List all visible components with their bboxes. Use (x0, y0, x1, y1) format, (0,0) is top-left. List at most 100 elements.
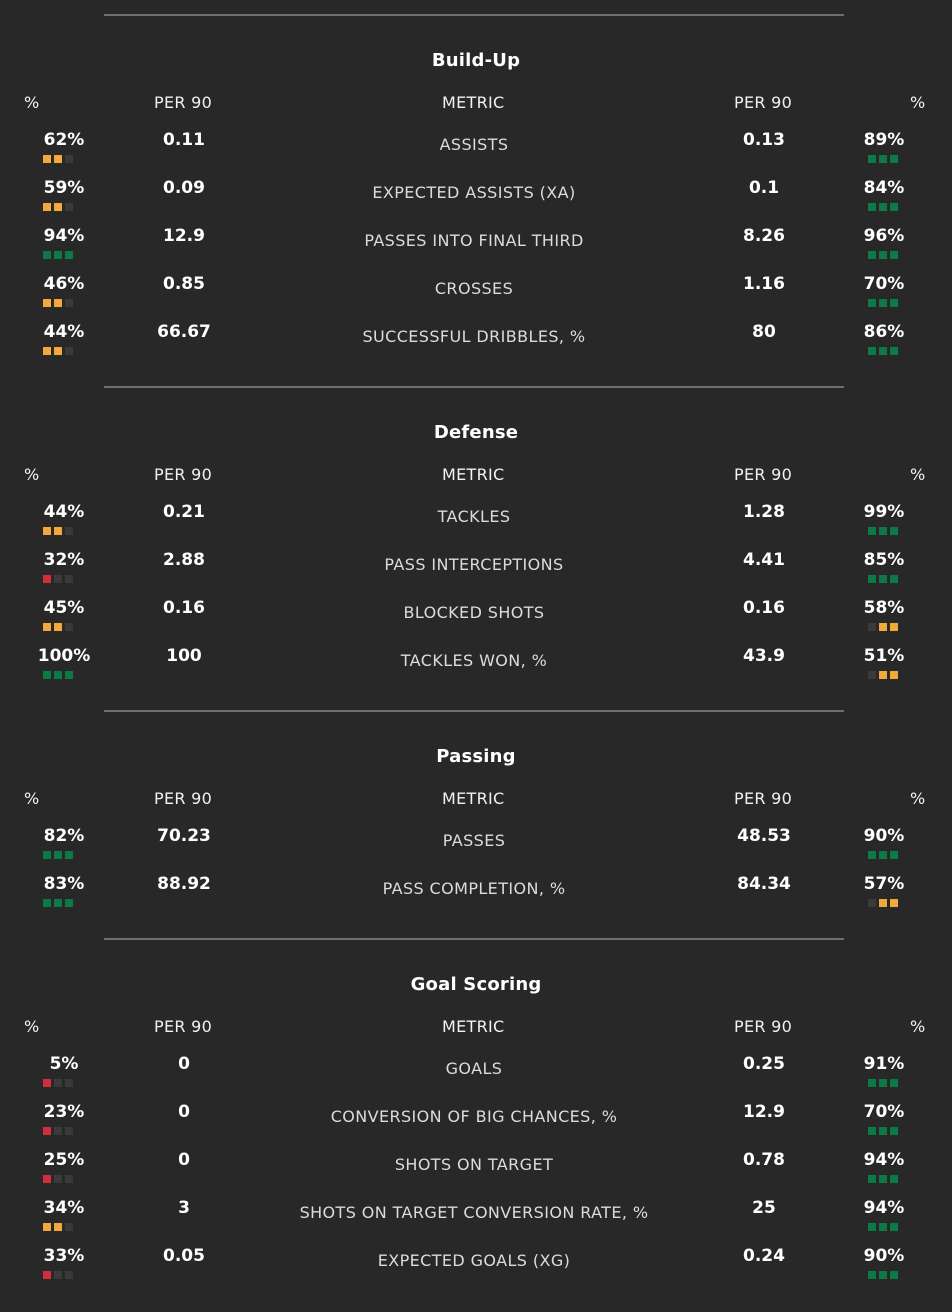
rating-square (54, 251, 62, 259)
left-rating-squares (43, 671, 77, 679)
rating-square (65, 1223, 73, 1231)
rating-square (868, 851, 876, 859)
right-percentile: 84% (863, 178, 905, 198)
right-rating-squares (868, 623, 902, 631)
rating-square (65, 251, 73, 259)
right-rating-squares (868, 203, 902, 211)
header-right-pct: % (910, 789, 926, 808)
stat-row: 44% 0.21 TACKLES 1.28 99% (0, 502, 952, 550)
rating-square (868, 1271, 876, 1279)
rating-square (879, 851, 887, 859)
right-rating-squares (868, 527, 902, 535)
rating-square (43, 899, 51, 907)
rating-square (890, 203, 898, 211)
rating-square (868, 155, 876, 163)
rating-square (879, 1127, 887, 1135)
rating-square (879, 203, 887, 211)
rating-square (879, 623, 887, 631)
metric-name: BLOCKED SHOTS (403, 603, 545, 622)
left-per90-value: 100 (166, 646, 202, 666)
right-rating-squares (868, 575, 902, 583)
right-rating-squares (868, 1175, 902, 1183)
left-per90-value: 0 (178, 1150, 190, 1170)
right-rating-squares (868, 1223, 902, 1231)
section-divider (104, 938, 844, 940)
header-metric: METRIC (442, 465, 505, 484)
rating-square (65, 1175, 73, 1183)
left-rating-squares (43, 851, 77, 859)
metric-name: CONVERSION OF BIG CHANCES, % (330, 1107, 618, 1126)
left-percentile: 25% (43, 1150, 85, 1170)
left-per90-value: 12.9 (163, 226, 205, 246)
section-title-build-up: Build-Up (431, 50, 521, 71)
rating-square (868, 1223, 876, 1231)
left-percentile: 100% (37, 646, 91, 666)
rating-square (65, 623, 73, 631)
right-percentile: 99% (863, 502, 905, 522)
right-per90-value: 8.26 (743, 226, 785, 246)
left-per90-value: 0.09 (163, 178, 205, 198)
metric-name: ASSISTS (439, 135, 509, 154)
metric-name: PASSES INTO FINAL THIRD (364, 231, 584, 250)
rating-square (43, 851, 51, 859)
right-per90-value: 80 (752, 322, 776, 342)
left-percentile: 46% (43, 274, 85, 294)
metric-name: SHOTS ON TARGET CONVERSION RATE, % (299, 1203, 649, 1222)
rating-square (890, 899, 898, 907)
rating-square (890, 1271, 898, 1279)
header-left-per90: PER 90 (154, 1017, 213, 1036)
rating-square (54, 1271, 62, 1279)
stat-row: 82% 70.23 PASSES 48.53 90% (0, 826, 952, 874)
rating-square (868, 347, 876, 355)
rating-square (879, 671, 887, 679)
metric-name: SHOTS ON TARGET (394, 1155, 554, 1174)
stat-row: 45% 0.16 BLOCKED SHOTS 0.16 58% (0, 598, 952, 646)
left-per90-value: 3 (178, 1198, 190, 1218)
header-left-pct: % (24, 93, 40, 112)
left-rating-squares (43, 203, 77, 211)
rating-square (54, 203, 62, 211)
left-percentile: 33% (43, 1246, 85, 1266)
right-percentile: 90% (863, 1246, 905, 1266)
stat-row: 46% 0.85 CROSSES 1.16 70% (0, 274, 952, 322)
stat-row: 23% 0 CONVERSION OF BIG CHANCES, % 12.9 … (0, 1102, 952, 1150)
rating-square (65, 1271, 73, 1279)
left-rating-squares (43, 1079, 77, 1087)
right-rating-squares (868, 899, 902, 907)
rating-square (54, 1223, 62, 1231)
rating-square (879, 347, 887, 355)
left-rating-squares (43, 623, 77, 631)
rating-square (54, 671, 62, 679)
rating-square (879, 575, 887, 583)
rating-square (890, 527, 898, 535)
left-per90-value: 88.92 (157, 874, 211, 894)
left-per90-value: 70.23 (157, 826, 211, 846)
rating-square (65, 899, 73, 907)
stat-row: 25% 0 SHOTS ON TARGET 0.78 94% (0, 1150, 952, 1198)
header-left-pct: % (24, 465, 40, 484)
left-per90-value: 0 (178, 1102, 190, 1122)
left-percentile: 44% (43, 322, 85, 342)
right-rating-squares (868, 347, 902, 355)
right-rating-squares (868, 1079, 902, 1087)
rating-square (43, 347, 51, 355)
right-per90-value: 0.16 (743, 598, 785, 618)
rating-square (890, 1127, 898, 1135)
right-per90-value: 4.41 (743, 550, 785, 570)
rating-square (868, 251, 876, 259)
rating-square (890, 671, 898, 679)
rating-square (43, 1175, 51, 1183)
header-right-pct: % (910, 1017, 926, 1036)
left-percentile: 44% (43, 502, 85, 522)
rating-square (879, 899, 887, 907)
rating-square (879, 299, 887, 307)
left-percentile: 32% (43, 550, 85, 570)
metric-name: EXPECTED ASSISTS (XA) (372, 183, 576, 202)
header-metric: METRIC (442, 1017, 505, 1036)
right-percentile: 91% (863, 1054, 905, 1074)
rating-square (890, 1223, 898, 1231)
stat-row: 100% 100 TACKLES WON, % 43.9 51% (0, 646, 952, 694)
left-rating-squares (43, 347, 77, 355)
right-per90-value: 12.9 (743, 1102, 785, 1122)
left-percentile: 94% (43, 226, 85, 246)
